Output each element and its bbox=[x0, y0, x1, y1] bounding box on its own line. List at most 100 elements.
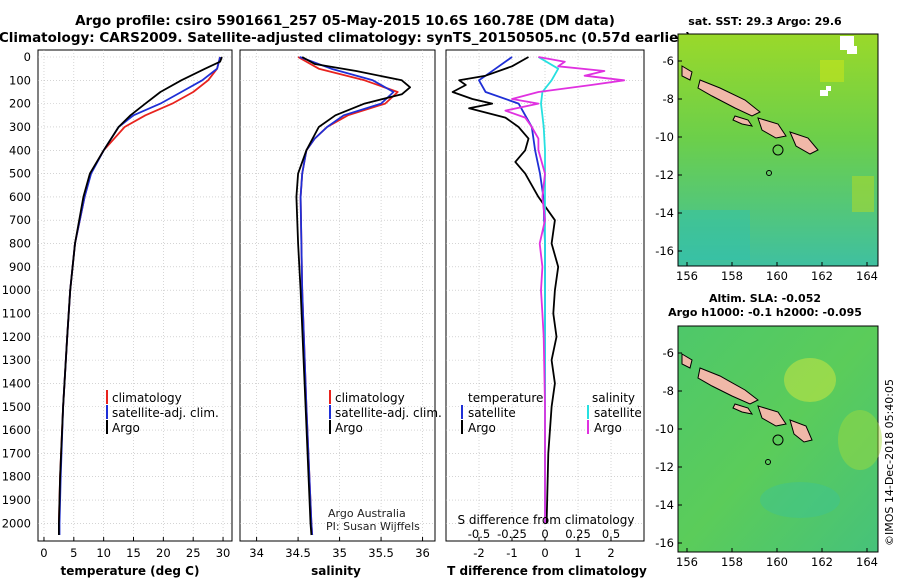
series-line-satellite-adj-clim- bbox=[58, 56, 221, 535]
map-lat-label: -12 bbox=[655, 460, 674, 474]
legend-climatology: climatology bbox=[112, 391, 182, 405]
sla-map: Altim. SLA: -0.052 Argo h1000: -0.1 h200… bbox=[655, 292, 882, 569]
s-tick-label: 0 bbox=[541, 527, 548, 541]
map-lon-label: 162 bbox=[811, 555, 833, 569]
depth-tick-label: 1600 bbox=[2, 423, 31, 437]
map-lat-label: -10 bbox=[655, 130, 674, 144]
x-tick-label: 0 bbox=[40, 546, 47, 560]
depth-tick-label: 1500 bbox=[2, 400, 31, 414]
legend-argo: Argo bbox=[112, 421, 140, 435]
legend-t-argo: Argo bbox=[468, 421, 496, 435]
map-lat-label: -6 bbox=[663, 346, 674, 360]
legend-climatology: climatology bbox=[335, 391, 405, 405]
map-lon-label: 164 bbox=[856, 555, 878, 569]
temperature-legend: climatology satellite-adj. clim. Argo bbox=[106, 390, 219, 435]
temperature-panel bbox=[37, 49, 233, 542]
sst-map-title: sat. SST: 29.3 Argo: 29.6 bbox=[688, 15, 842, 28]
x-tick-label: 5 bbox=[70, 546, 77, 560]
depth-tick-label: 900 bbox=[9, 260, 31, 274]
x-tick-label: -1 bbox=[506, 546, 517, 560]
s-tick-label: -0.25 bbox=[497, 527, 527, 541]
depth-tick-label: 300 bbox=[9, 120, 31, 134]
map-lat-label: -16 bbox=[655, 536, 674, 550]
map-lon-label: 164 bbox=[856, 269, 878, 283]
series-line-climatology bbox=[297, 56, 399, 536]
x-tick-label: 34.5 bbox=[285, 546, 311, 560]
depth-tick-label: 2000 bbox=[2, 516, 31, 530]
map-lat-label: -8 bbox=[663, 384, 674, 398]
credit-pi: PI: Susan Wijffels bbox=[326, 520, 420, 533]
legend-t-satellite: satellite bbox=[468, 406, 516, 420]
depth-tick-label: 1300 bbox=[2, 353, 31, 367]
s-tick-label: 0.5 bbox=[602, 527, 620, 541]
depth-tick-label: 1200 bbox=[2, 330, 31, 344]
depth-tick-label: 700 bbox=[9, 213, 31, 227]
series-line-argo bbox=[295, 56, 412, 536]
depth-axis: 0 100 200 300 400 500 600 700 800 900 1000 1100 1200… bbox=[2, 50, 31, 530]
legend-temperature-title: temperature bbox=[468, 391, 543, 405]
x-tick-label: 34 bbox=[249, 546, 264, 560]
depth-tick-label: 600 bbox=[9, 190, 31, 204]
x-tick-label: 25 bbox=[186, 546, 201, 560]
legend-argo: Argo bbox=[335, 421, 363, 435]
temperature-xlabel: temperature (deg C) bbox=[61, 564, 200, 578]
depth-tick-label: 100 bbox=[9, 73, 31, 87]
salinity-xlabel: salinity bbox=[311, 564, 361, 578]
salinity-legend: climatology satellite-adj. clim. Argo Ar… bbox=[326, 390, 442, 533]
legend-s-argo: Argo bbox=[594, 421, 622, 435]
depth-tick-label: 1100 bbox=[2, 306, 31, 320]
x-tick-label: 0 bbox=[541, 546, 548, 560]
depth-tick-label: 1700 bbox=[2, 446, 31, 460]
x-tick-label: 15 bbox=[126, 546, 141, 560]
depth-tick-label: 800 bbox=[9, 237, 31, 251]
map-lat-label: -14 bbox=[655, 498, 674, 512]
sla-map-title-line1: Altim. SLA: -0.052 bbox=[709, 292, 821, 305]
figure-title-line2: Climatology: CARS2009. Satellite-adjuste… bbox=[0, 30, 691, 46]
depth-tick-label: 1400 bbox=[2, 376, 31, 390]
series-line-s-argo bbox=[504, 56, 626, 524]
map-lat-label: -16 bbox=[655, 244, 674, 258]
map-lon-label: 158 bbox=[721, 555, 743, 569]
x-tick-label: 35 bbox=[332, 546, 347, 560]
x-tick-label: 35.5 bbox=[368, 546, 394, 560]
figure-title-line1: Argo profile: csiro 5901661_257 05-May-2… bbox=[75, 13, 615, 29]
s-tick-label: 0.25 bbox=[565, 527, 591, 541]
s-tick-label: -0.5 bbox=[468, 527, 490, 541]
map-lat-label: -12 bbox=[655, 168, 674, 182]
map-lat-label: -6 bbox=[663, 54, 674, 68]
imos-footer: ©IMOS 14-Dec-2018 05:40:05 bbox=[883, 379, 896, 546]
map-lon-label: 158 bbox=[721, 269, 743, 283]
x-tick-label: 10 bbox=[96, 546, 111, 560]
map-lon-label: 160 bbox=[766, 269, 788, 283]
map-lon-label: 156 bbox=[676, 555, 698, 569]
map-lat-label: -10 bbox=[655, 422, 674, 436]
x-tick-label: 2 bbox=[607, 546, 614, 560]
sst-map: sat. SST: 29.3 Argo: 29.6 -6 -8 -10 -12 -14 -… bbox=[655, 15, 879, 283]
x-tick-label: 30 bbox=[216, 546, 231, 560]
difference-xlabel: T difference from climatology bbox=[447, 564, 647, 578]
series-line-argo bbox=[58, 56, 223, 535]
map-lat-label: -8 bbox=[663, 92, 674, 106]
credit-argo-australia: Argo Australia bbox=[328, 507, 406, 520]
depth-tick-label: 400 bbox=[9, 143, 31, 157]
x-tick-label: -2 bbox=[473, 546, 484, 560]
depth-tick-label: 200 bbox=[9, 97, 31, 111]
legend-salinity-title: salinity bbox=[592, 391, 635, 405]
depth-tick-label: 0 bbox=[24, 50, 31, 64]
salinity-panel bbox=[239, 49, 436, 542]
difference-legend: temperature satellite Argo salinity sate… bbox=[458, 391, 642, 527]
depth-tick-label: 1900 bbox=[2, 493, 31, 507]
series-line-t-argo bbox=[451, 56, 560, 524]
legend-satellite: satellite-adj. clim. bbox=[112, 406, 219, 420]
depth-tick-label: 1000 bbox=[2, 283, 31, 297]
series-line-satellite-adj-clim- bbox=[299, 56, 395, 536]
map-lat-label: -14 bbox=[655, 206, 674, 220]
series-line-climatology bbox=[58, 56, 221, 535]
map-lon-label: 156 bbox=[676, 269, 698, 283]
depth-tick-label: 1800 bbox=[2, 470, 31, 484]
depth-tick-label: 500 bbox=[9, 167, 31, 181]
map-lon-label: 160 bbox=[766, 555, 788, 569]
x-tick-label: 36 bbox=[415, 546, 430, 560]
legend-satellite: satellite-adj. clim. bbox=[335, 406, 442, 420]
